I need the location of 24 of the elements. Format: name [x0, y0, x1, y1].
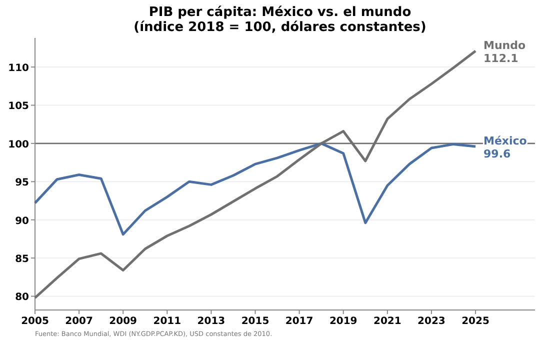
y-tick-label: 95 [15, 178, 30, 189]
x-tick-label: 2021 [374, 316, 402, 327]
x-tick-label: 2023 [418, 316, 446, 327]
x-tick-label: 2009 [109, 316, 138, 327]
x-tick-label: 2025 [462, 316, 490, 327]
data-label: 99.6 [484, 147, 512, 160]
chart-title: PIB per cápita: México vs. el mundo [148, 5, 412, 20]
x-tick-label: 2011 [153, 316, 182, 327]
y-tick-label: 110 [8, 63, 30, 74]
x-tick-label: 2007 [65, 316, 94, 327]
y-tick-label: 100 [8, 139, 30, 150]
x-tick-label: 2015 [241, 316, 270, 327]
y-tick-label: 105 [8, 101, 30, 112]
x-tick-label: 2017 [285, 316, 314, 327]
x-tick-label: 2013 [197, 316, 226, 327]
y-tick-label: 90 [15, 216, 30, 227]
y-tick-label: 85 [15, 254, 30, 266]
x-tick-label: 2005 [21, 316, 49, 327]
chart-subtitle: (índice 2018 = 100, dólares constantes) [134, 20, 426, 35]
x-tick-label: 2019 [329, 316, 358, 327]
data-label: 112.1 [484, 52, 518, 65]
y-tick-label: 80 [15, 292, 30, 304]
series-label: Mundo [484, 38, 526, 52]
line-series [34, 142, 477, 236]
